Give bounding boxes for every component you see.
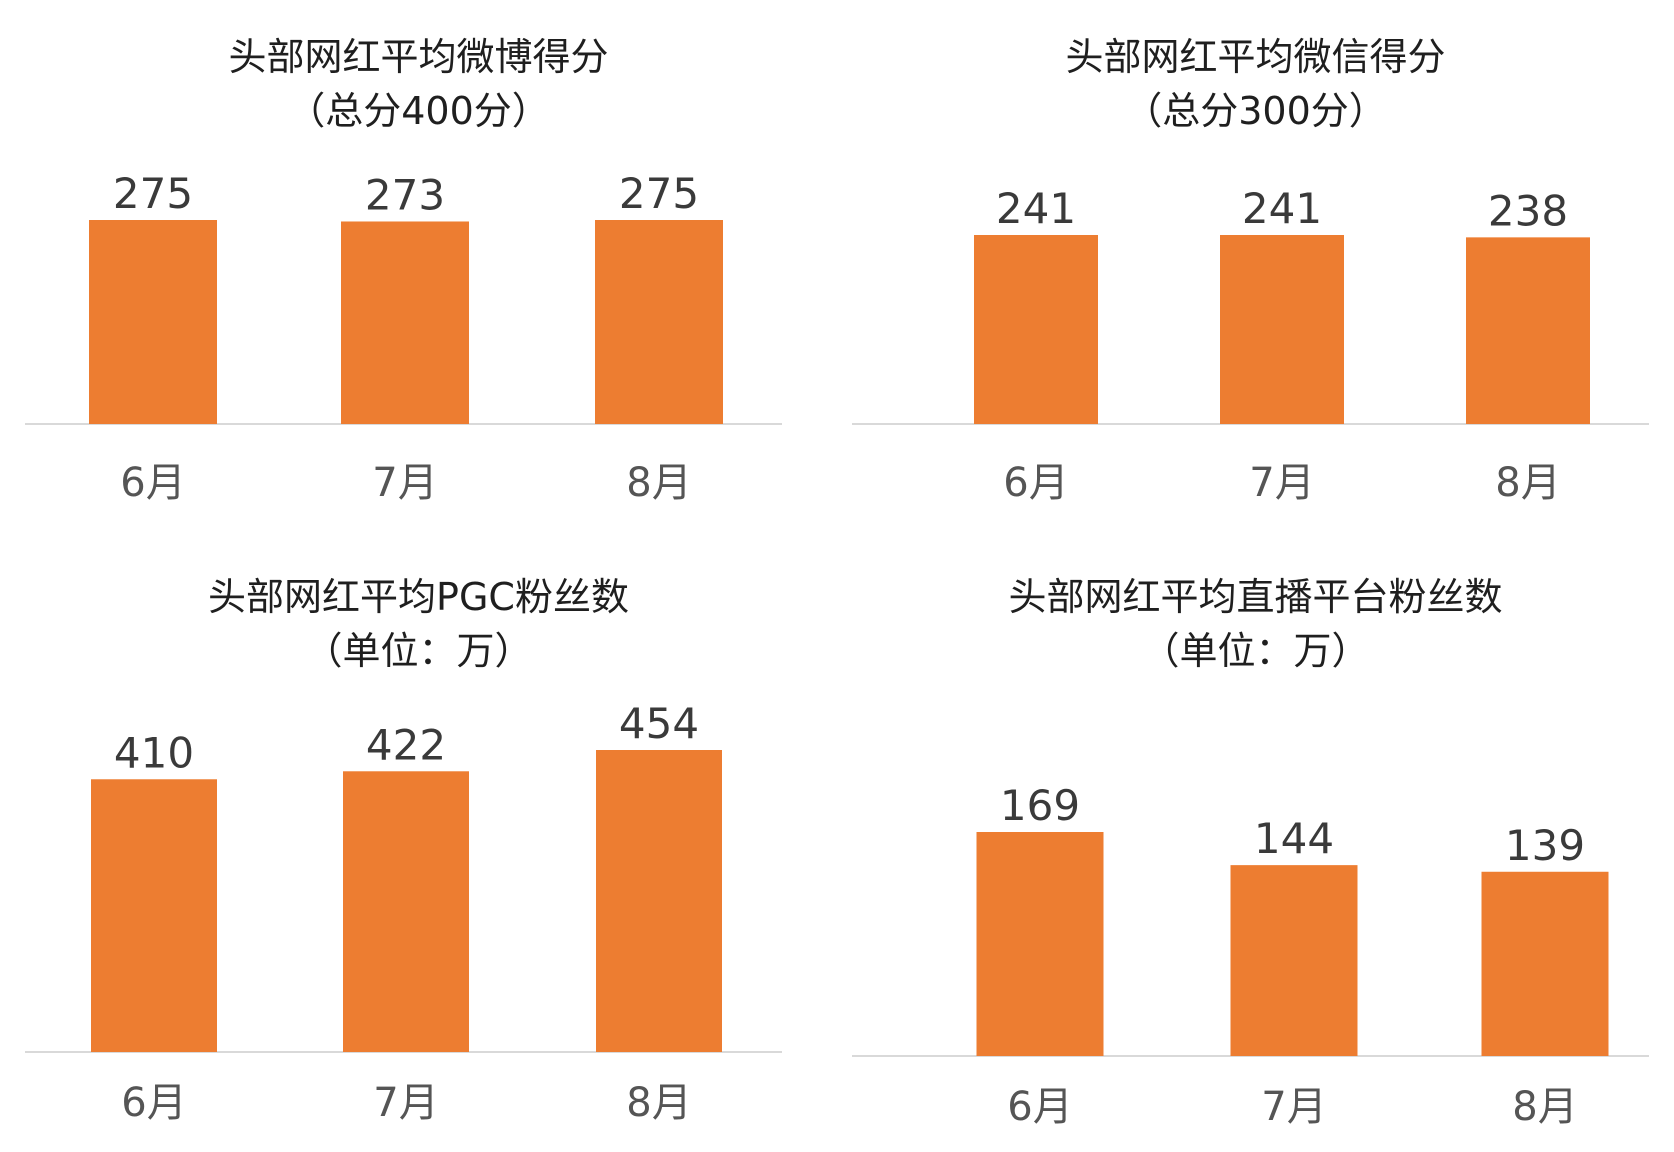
x-tick-label: 6月 xyxy=(121,1080,186,1126)
chart-title: 头部网红平均PGC粉丝数 xyxy=(208,575,629,619)
x-tick-label: 7月 xyxy=(373,1080,438,1126)
bar xyxy=(976,832,1104,1056)
chart-panel-live-fans: 头部网红平均直播平台粉丝数 （单位：万） 169 6月 144 7月 139 8月 xyxy=(837,575,1674,1152)
chart-panel-weibo-score: 头部网红平均微博得分 （总分400分） 275 6月 273 7月 275 8月 xyxy=(0,0,837,576)
x-tick-label: 8月 xyxy=(626,1080,691,1126)
data-label: 275 xyxy=(113,169,193,218)
bar xyxy=(596,750,722,1052)
chart-title: 头部网红平均微博得分 xyxy=(228,35,609,79)
data-label: 139 xyxy=(1505,821,1585,870)
x-tick-label: 7月 xyxy=(372,460,437,506)
x-tick-label: 6月 xyxy=(120,460,185,506)
chart-plot: 275 6月 273 7月 275 8月 xyxy=(25,169,782,506)
bar xyxy=(89,220,217,424)
x-tick-label: 7月 xyxy=(1249,460,1314,506)
chart-subtitle: （单位：万） xyxy=(1141,629,1370,673)
chart-title: 头部网红平均直播平台粉丝数 xyxy=(1008,575,1503,619)
bar xyxy=(974,235,1098,424)
x-tick-label: 6月 xyxy=(1003,460,1068,506)
bar xyxy=(341,221,469,424)
bar xyxy=(595,220,723,424)
data-label: 241 xyxy=(1242,184,1322,233)
x-tick-label: 6月 xyxy=(1007,1084,1072,1130)
chart-plot: 410 6月 422 7月 454 8月 xyxy=(25,699,782,1126)
data-label: 275 xyxy=(619,169,699,218)
data-label: 454 xyxy=(619,699,699,748)
chart-plot: 241 6月 241 7月 238 8月 xyxy=(852,184,1649,506)
bar xyxy=(91,779,217,1052)
chart-panel-wechat-score: 头部网红平均微信得分 （总分300分） 241 6月 241 7月 238 8月 xyxy=(837,0,1674,576)
bar xyxy=(1230,865,1358,1056)
data-label: 273 xyxy=(365,170,445,219)
x-tick-label: 8月 xyxy=(1512,1084,1577,1130)
bar xyxy=(1220,235,1344,424)
bar xyxy=(343,771,469,1052)
x-tick-label: 8月 xyxy=(626,460,691,506)
data-label: 410 xyxy=(114,728,194,777)
data-label: 169 xyxy=(1000,781,1080,830)
bar xyxy=(1466,237,1590,424)
chart-plot: 169 6月 144 7月 139 8月 xyxy=(852,781,1649,1130)
chart-panel-pgc-fans: 头部网红平均PGC粉丝数 （单位：万） 410 6月 422 7月 454 8月 xyxy=(0,575,837,1152)
chart-title: 头部网红平均微信得分 xyxy=(1065,35,1446,79)
data-label: 422 xyxy=(366,720,446,769)
x-tick-label: 7月 xyxy=(1261,1084,1326,1130)
chart-subtitle: （总分300分） xyxy=(1124,89,1387,133)
data-label: 144 xyxy=(1254,814,1334,863)
x-tick-label: 8月 xyxy=(1495,460,1560,506)
data-label: 241 xyxy=(996,184,1076,233)
data-label: 238 xyxy=(1488,186,1568,235)
chart-subtitle: （总分400分） xyxy=(287,89,550,133)
bar xyxy=(1481,871,1609,1056)
chart-subtitle: （单位：万） xyxy=(304,629,533,673)
